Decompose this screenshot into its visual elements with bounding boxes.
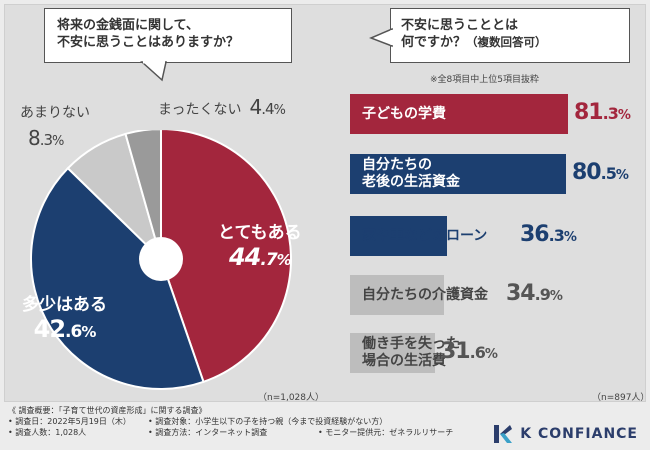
pie-label-some-name: 多少はある (22, 295, 107, 315)
bar-label-0: 子どもの学費 (362, 94, 446, 134)
left-bubble-tail (140, 60, 167, 82)
pie-label-very-name: とてもある (218, 223, 302, 243)
footer-heading: 《 調査概要：「子育て世代の資産形成」に関する調査》 (8, 406, 207, 415)
pie-label-little: あまりない 8.3% (20, 102, 90, 150)
left-question-bubble: 将来の金銭面に関して、 不安に思うことはありますか？ (44, 8, 292, 63)
pie-label-some-pct: % (81, 323, 96, 341)
bar-value-dec-3: .9 (534, 285, 551, 304)
bar-value-2: 36.3% (520, 222, 577, 247)
logo-text: K CONFIANCE (520, 426, 638, 442)
pie-label-some-int: 42 (33, 315, 66, 343)
pie-slice-1 (30, 166, 205, 390)
footer-provider: • モニター提供元：ゼネラルリサーチ (318, 428, 454, 437)
pie-label-none-int: 4 (249, 95, 262, 119)
bar-3 (350, 275, 444, 315)
bar-value-1: 80.5% (572, 160, 629, 185)
pie-label-some: 多少はある 42.6% (22, 290, 107, 343)
pie-label-little-pct: % (52, 134, 64, 149)
left-sample-note: （n=1,028人） (258, 393, 325, 403)
pie-label-very: とてもある 44.7% (218, 218, 302, 271)
pie-label-none-pct: % (273, 103, 286, 118)
bar-value-pct-3: % (549, 289, 563, 304)
k-logo-icon (494, 425, 513, 443)
pie-label-little-int: 8 (28, 126, 41, 150)
right-bubble-tail (369, 27, 394, 48)
bar-label-line1-4: 働き手を失った (362, 336, 460, 352)
footer-count: • 調査人数：1,028人 (8, 428, 87, 437)
pie-label-none-dec: .4 (261, 100, 274, 118)
survey-footer: 《 調査概要：「子育て世代の資産形成」に関する調査》 • 調査日：2022年5月… (8, 405, 453, 438)
bar-label-line2-4: 場合の生活費 (362, 353, 446, 369)
bar-0 (350, 94, 568, 134)
bar-value-dec-2: .3 (548, 226, 565, 245)
pie-label-some-dec: .6 (65, 322, 82, 342)
bar-value-int-0: 81 (574, 100, 604, 125)
pie-label-little-dec: .3 (39, 131, 53, 149)
bar-value-dec-1: .5 (600, 164, 617, 183)
bar-value-3: 34.9% (506, 281, 563, 306)
bar-label-2: 家や車などのローン (362, 216, 487, 256)
bar-value-dec-0: .3 (602, 104, 619, 123)
bar-4 (350, 333, 435, 373)
bar-value-int-3: 34 (506, 281, 536, 306)
bar-value-4: 31.6% (441, 339, 498, 364)
bar-2 (350, 216, 447, 256)
bar-label-line2-1: 老後の生活資金 (362, 174, 460, 190)
pie-label-very-dec: .7 (260, 250, 277, 270)
left-question-line2: 不安に思うことはありますか？ (57, 35, 240, 50)
pie-label-none: まったくない 4.4% (158, 95, 286, 119)
left-question-line1: 将来の金銭面に関して、 (57, 18, 199, 33)
bar-value-dec-4: .6 (469, 343, 486, 362)
bar-value-pct-2: % (563, 230, 577, 245)
bar-label-4: 働き手を失った 場合の生活費 (362, 333, 460, 373)
pie-center-hole (139, 237, 183, 281)
pie-label-none-name: まったくない (158, 102, 242, 118)
bar-label-1: 自分たちの 老後の生活資金 (362, 154, 460, 194)
pie-svg (30, 127, 292, 390)
top-note: ※全8項目中上位5項目抜粋 (430, 75, 539, 85)
right-question-bubble: 不安に思うこととは 何ですか？（複数回答可） (390, 8, 630, 63)
bar-value-int-2: 36 (520, 222, 550, 247)
bar-value-0: 81.3% (574, 100, 631, 125)
bar-value-pct-1: % (615, 168, 629, 183)
bar-label-line1-1: 自分たちの (362, 157, 432, 173)
footer-date: • 調査日：2022年5月19日（木） (8, 417, 131, 426)
pie-label-very-pct: % (276, 251, 292, 269)
bar-label-line1-3: 自分たちの介護資金 (362, 286, 488, 303)
right-question-line1: 不安に思うこととは (401, 18, 519, 33)
footer-target: • 調査対象：小学生以下の子を持つ親（今まで投資経験がない方） (148, 417, 388, 426)
bar-1 (350, 154, 566, 194)
bar-label-line1-2: 家や車などのローン (362, 227, 488, 244)
right-sample-note: （n=897人） (592, 393, 650, 403)
pie-label-very-int: 44 (228, 243, 261, 271)
pie-slice-0 (160, 127, 292, 384)
pie-label-little-name: あまりない (20, 105, 90, 121)
bar-value-int-1: 80 (572, 160, 602, 185)
right-question-line2-sub: （複数回答可） (466, 35, 547, 49)
pie-chart (10, 127, 312, 432)
bar-value-pct-0: % (617, 108, 631, 123)
bar-value-pct-4: % (484, 347, 498, 362)
bar-label-3: 自分たちの介護資金 (362, 275, 488, 315)
bar-value-int-4: 31 (441, 339, 471, 364)
footer-method: • 調査方法：インターネット調査 (148, 428, 268, 437)
right-question-line2-main: 何ですか？ (401, 35, 467, 50)
company-logo: K CONFIANCE (492, 423, 638, 445)
bar-label-line1-0: 子どもの学費 (362, 105, 446, 122)
